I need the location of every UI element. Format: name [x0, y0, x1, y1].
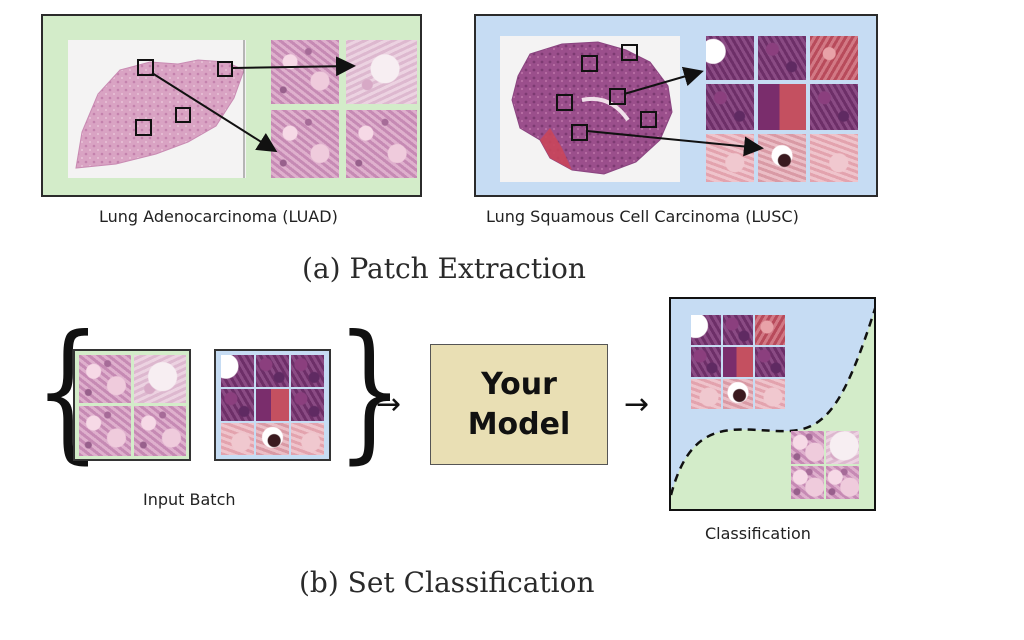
model-label-line1: Your	[481, 366, 557, 402]
model-label-line2: Model	[467, 406, 571, 442]
output-lusc-patch-7	[691, 379, 721, 409]
lusc-tissue	[511, 41, 673, 175]
input-lusc-patch-2	[256, 355, 289, 387]
input-lusc-patch-4	[221, 389, 254, 421]
input-luad-patch-1	[79, 355, 131, 403]
input-lusc-patch-7	[221, 423, 254, 455]
input-luad-patch-3	[79, 406, 131, 456]
luad-patch-markers	[135, 56, 356, 153]
input-lusc-patch-1	[221, 355, 254, 387]
arrow-to-output-icon: →	[624, 387, 650, 422]
lusc-patch-markers	[556, 44, 764, 157]
input-luad-patch-2	[134, 355, 186, 403]
lusc-patch-9	[810, 134, 858, 182]
output-luad-patch-4	[826, 466, 859, 499]
classification-label: Classification	[705, 524, 811, 543]
lusc-patch-4	[706, 84, 754, 130]
model-box: Your Model	[430, 344, 608, 465]
luad-patch-4	[346, 110, 417, 178]
output-lusc-patch-5	[723, 347, 753, 377]
caption-b: (b) Set Classification	[299, 566, 595, 599]
input-lusc-patch-8	[256, 423, 289, 455]
lusc-patch-1	[706, 36, 754, 80]
output-lusc-patch-2	[723, 315, 753, 345]
input-luad-patch-4	[134, 406, 186, 456]
output-lusc-patch-3	[755, 315, 785, 345]
output-lusc-patch-6	[755, 347, 785, 377]
output-lusc-patch-4	[691, 347, 721, 377]
lusc-patch-6	[810, 84, 858, 130]
luad-patch-1	[271, 40, 339, 104]
output-lusc-patch-1	[691, 315, 721, 345]
lusc-patch-8	[758, 134, 806, 182]
output-lusc-patch-8	[723, 379, 753, 409]
classification-plot	[669, 297, 876, 511]
luad-patch-3	[271, 110, 339, 178]
output-luad-patch-2	[826, 431, 859, 464]
output-luad-patch-1	[791, 431, 824, 464]
lusc-patch-5	[758, 84, 806, 130]
arrow-to-model-icon: →	[376, 387, 402, 422]
input-lusc-patch-3	[291, 355, 324, 387]
right-brace: }	[336, 304, 404, 478]
lusc-patch-2	[758, 36, 806, 80]
lusc-label: Lung Squamous Cell Carcinoma (LUSC)	[486, 207, 799, 226]
output-luad-patch-3	[791, 466, 824, 499]
output-lusc-patch-9	[755, 379, 785, 409]
luad-patch-2	[346, 40, 417, 104]
lusc-patch-3	[810, 36, 858, 80]
input-batch-label: Input Batch	[143, 490, 236, 509]
caption-a: (a) Patch Extraction	[302, 252, 586, 285]
input-lusc-patch-9	[291, 423, 324, 455]
luad-label: Lung Adenocarcinoma (LUAD)	[99, 207, 338, 226]
input-lusc-patch-5	[256, 389, 289, 421]
input-lusc-patch-6	[291, 389, 324, 421]
